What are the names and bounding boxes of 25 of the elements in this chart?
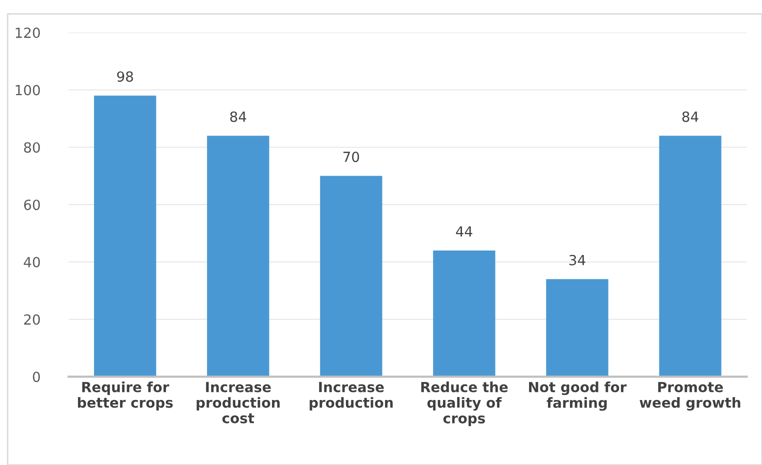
x-tick-label: Reduce the quality of crops — [421, 382, 508, 426]
data-label: 84 — [682, 111, 698, 122]
bar — [207, 136, 270, 377]
data-label: 84 — [230, 111, 246, 122]
y-tick-label: 80 — [24, 142, 40, 153]
x-tick-label: Increase production cost — [196, 382, 280, 424]
bar — [546, 279, 608, 377]
data-label: 70 — [343, 152, 360, 162]
bar — [433, 250, 496, 377]
bar — [320, 176, 382, 377]
y-tick-label: 40 — [24, 256, 40, 268]
y-tick-label: 100 — [16, 84, 40, 96]
y-tick-label: 0 — [32, 372, 40, 382]
y-tick-label: 20 — [24, 314, 40, 325]
y-tick-label: 120 — [16, 28, 40, 38]
bar — [659, 136, 722, 377]
data-label: 98 — [117, 71, 133, 82]
x-tick-label: Increase production — [310, 382, 393, 411]
x-tick-label: Require for better crops — [78, 382, 173, 411]
data-label: 34 — [569, 254, 586, 266]
x-tick-label: Promote weed growth — [640, 382, 740, 411]
bar — [94, 96, 156, 377]
x-tick-label: Not good for farming — [529, 382, 627, 411]
data-label: 44 — [456, 226, 472, 236]
y-tick-label: 60 — [24, 200, 40, 210]
